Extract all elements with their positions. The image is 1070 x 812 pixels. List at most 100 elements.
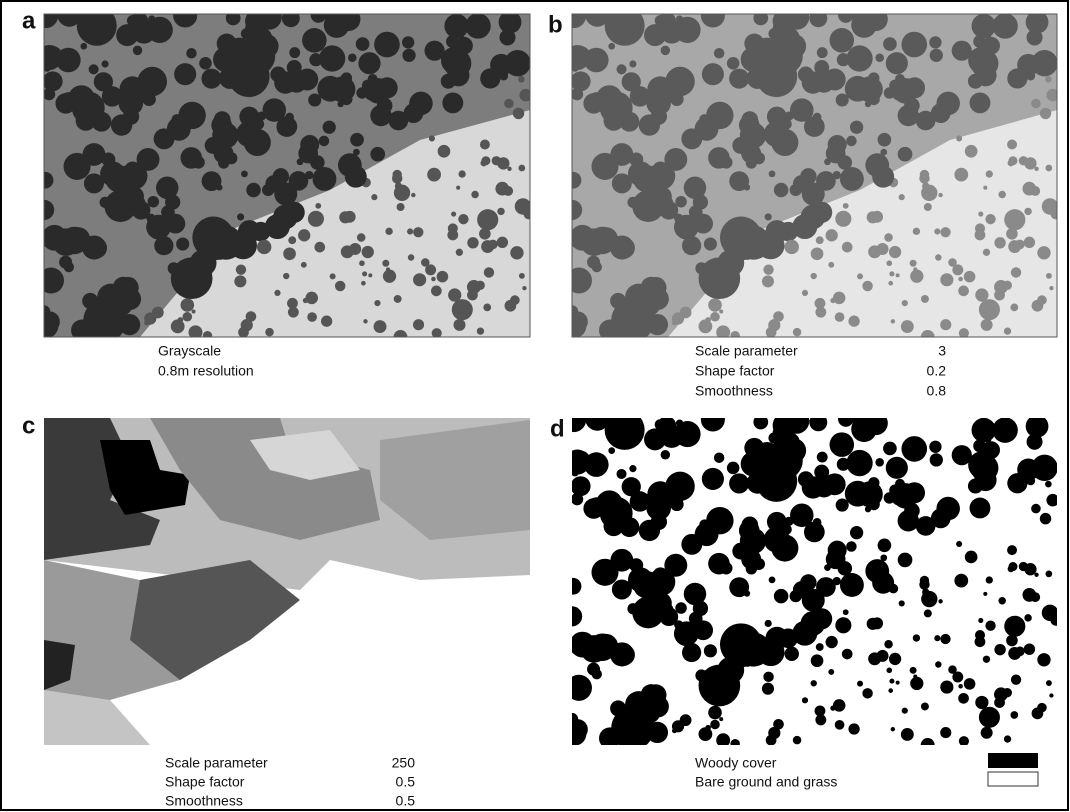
tree-blob [924, 609, 932, 617]
tree-blob [757, 232, 785, 260]
tree-blob [985, 214, 995, 224]
tree-blob [604, 115, 614, 125]
tree-blob [978, 618, 983, 623]
tree-blob [921, 185, 937, 201]
tree-blob [891, 727, 895, 731]
tree-blob [916, 516, 936, 536]
tree-blob [616, 469, 626, 479]
tree-blob [757, 639, 785, 667]
tree-blob [413, 227, 423, 237]
tree-blob [1032, 300, 1044, 312]
tree-blob [132, 20, 155, 43]
tree-blob [964, 271, 976, 283]
tree-blob [236, 264, 246, 274]
tree-blob [1027, 434, 1043, 450]
tree-blob [209, 221, 219, 231]
tree-blob [64, 153, 91, 180]
tree-blob [490, 54, 512, 76]
tree-blob [877, 650, 889, 662]
tree-blob [262, 184, 274, 196]
tree-blob [779, 79, 786, 86]
tree-blob [802, 290, 808, 296]
tree-blob [1042, 198, 1058, 214]
tree-blob [983, 249, 990, 256]
tree-blob [934, 228, 940, 234]
tree-blob [413, 273, 426, 286]
tree-blob [840, 573, 864, 597]
tree-blob [148, 196, 160, 208]
tree-blob [584, 48, 609, 73]
tree-blob [389, 111, 409, 131]
tree-blob [519, 273, 525, 279]
tree-blob [975, 696, 988, 709]
tree-blob [142, 92, 156, 106]
tree-blob [219, 67, 241, 89]
tree-blob [871, 211, 883, 223]
tree-blob [913, 634, 920, 641]
tree-blob [358, 52, 380, 74]
tree-blob [632, 596, 664, 628]
tree-blob [385, 228, 392, 235]
panel-label: b [548, 11, 563, 38]
tree-blob [889, 679, 894, 684]
tree-blob [1045, 165, 1052, 172]
tree-blob [845, 76, 871, 102]
tree-blob [64, 262, 74, 272]
tree-blob [704, 644, 717, 657]
tree-blob [453, 319, 465, 331]
tree-blob [815, 705, 826, 716]
tree-blob [154, 236, 173, 255]
tree-blob [664, 148, 687, 171]
tree-blob [956, 135, 962, 141]
tree-blob [830, 432, 855, 457]
tree-blob [940, 319, 951, 330]
tree-blob [350, 133, 364, 147]
tree-blob [992, 417, 1017, 442]
tree-blob [843, 203, 849, 209]
tree-blob [840, 167, 864, 191]
tree-blob [755, 38, 779, 62]
tree-blob [994, 644, 1005, 655]
tree-blob [884, 87, 895, 98]
tree-blob [998, 597, 1006, 605]
tree-blob [983, 656, 990, 663]
tree-blob [488, 240, 498, 250]
tree-blob [898, 105, 919, 126]
tree-blob [265, 214, 290, 239]
tree-blob [186, 48, 196, 58]
tree-blob [645, 684, 667, 706]
tree-blob [183, 312, 193, 322]
tree-blob [144, 312, 156, 324]
tree-blob [965, 551, 978, 564]
tree-blob [737, 221, 747, 231]
tree-blob [833, 577, 841, 585]
tree-blob [902, 300, 908, 306]
tree-blob [815, 298, 826, 309]
tree-blob [681, 534, 702, 555]
tree-blob [670, 92, 684, 106]
tree-blob [708, 553, 730, 575]
tree-blob [510, 246, 523, 259]
tree-blob [891, 319, 895, 323]
tree-blob [802, 697, 808, 703]
tree-blob [780, 28, 799, 47]
tree-blob [971, 49, 999, 77]
tree-blob [148, 15, 155, 22]
tree-blob [497, 237, 508, 248]
tree-blob [702, 63, 724, 85]
tree-blob [244, 129, 271, 156]
tree-blob [975, 636, 986, 647]
tree-blob [589, 227, 617, 255]
caption-text: Shape factor [165, 774, 245, 790]
tree-blob [746, 563, 757, 574]
tree-blob [872, 572, 894, 594]
tree-blob [257, 240, 271, 254]
tree-blob [901, 32, 927, 58]
tree-blob [171, 319, 185, 333]
tree-blob [747, 472, 769, 494]
tree-blob [714, 48, 724, 58]
tree-blob [518, 165, 525, 172]
tree-blob [904, 77, 925, 98]
tree-blob [323, 121, 336, 134]
tree-blob [500, 29, 516, 45]
